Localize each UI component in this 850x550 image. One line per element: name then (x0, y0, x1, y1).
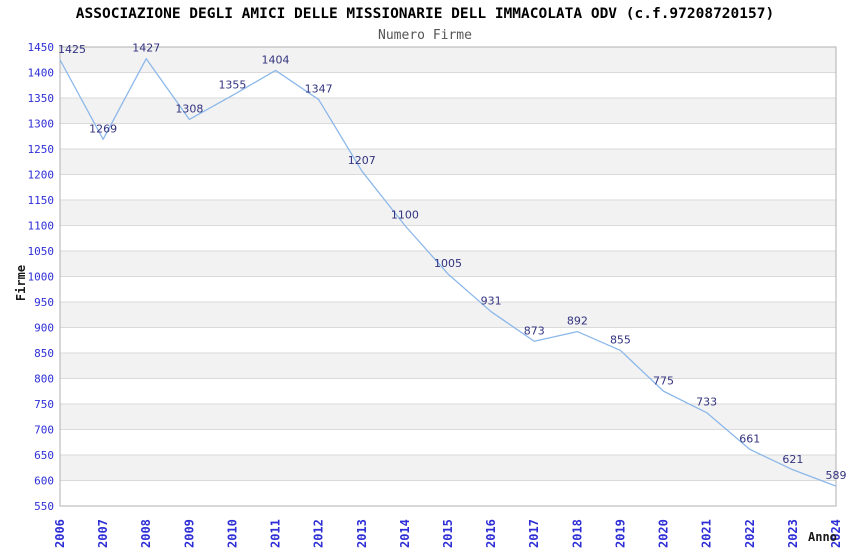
data-label: 855 (610, 333, 631, 346)
x-tick-label: 2023 (786, 519, 800, 548)
data-label: 589 (826, 469, 847, 482)
data-label: 931 (481, 295, 502, 308)
y-tick-label: 750 (34, 398, 54, 411)
y-tick-label: 850 (34, 347, 54, 360)
plot-band (60, 276, 836, 302)
y-tick-label: 1450 (28, 41, 55, 54)
plot-band (60, 455, 836, 481)
data-label: 1269 (89, 122, 117, 135)
x-tick-label: 2017 (527, 519, 541, 548)
plot-band (60, 174, 836, 200)
y-tick-label: 1000 (28, 271, 55, 284)
plot-band (60, 353, 836, 379)
y-tick-label: 700 (34, 424, 54, 437)
x-tick-label: 2007 (96, 519, 110, 548)
data-label: 1347 (305, 83, 333, 96)
plot-band (60, 149, 836, 175)
x-tick-label: 2009 (182, 519, 196, 548)
y-tick-label: 1050 (28, 245, 55, 258)
y-tick-label: 1350 (28, 92, 55, 105)
x-tick-label: 2024 (829, 519, 843, 548)
y-tick-label: 650 (34, 449, 54, 462)
data-label: 873 (524, 324, 545, 337)
data-label: 621 (782, 453, 803, 466)
data-label: 1005 (434, 257, 462, 270)
plot-band (60, 72, 836, 98)
firme-line-series (59, 58, 837, 487)
plot-band (60, 225, 836, 251)
y-tick-label: 900 (34, 322, 54, 335)
y-tick-label: 1150 (28, 194, 55, 207)
plot-band (60, 123, 836, 149)
x-tick-label: 2016 (484, 519, 498, 548)
y-tick-label: 800 (34, 373, 54, 386)
data-label: 1427 (132, 42, 160, 55)
plot-band (60, 200, 836, 226)
chart-subtitle: Numero Firme (378, 28, 472, 43)
y-axis-title: Firme (14, 265, 28, 301)
data-label: 1100 (391, 209, 419, 222)
x-axis-title: Anno (808, 530, 837, 544)
plot-band (60, 480, 836, 506)
x-tick-label: 2018 (570, 519, 584, 548)
y-tick-label: 1300 (28, 118, 55, 131)
y-tick-label: 1250 (28, 143, 55, 156)
y-tick-label: 1200 (28, 169, 55, 182)
x-tick-label: 2014 (398, 519, 412, 548)
x-tick-label: 2013 (355, 519, 369, 548)
x-tick-label: 2020 (657, 519, 671, 548)
plot-band (60, 47, 836, 73)
plot-band (60, 302, 836, 328)
x-tick-label: 2010 (225, 519, 239, 548)
x-tick-label: 2008 (139, 519, 153, 548)
plot-band (60, 404, 836, 430)
data-label: 892 (567, 315, 588, 328)
data-label: 661 (739, 432, 760, 445)
plot-band (60, 429, 836, 455)
x-tick-label: 2011 (269, 519, 283, 548)
y-tick-label: 1100 (28, 220, 55, 233)
x-tick-label: 2006 (53, 519, 67, 548)
y-tick-label: 550 (34, 500, 54, 513)
chart-title: ASSOCIAZIONE DEGLI AMICI DELLE MISSIONAR… (75, 6, 775, 22)
plot-band (60, 378, 836, 404)
data-label: 1404 (262, 53, 290, 66)
data-label: 733 (696, 396, 717, 409)
plot-band (60, 251, 836, 277)
data-label: 1207 (348, 154, 376, 167)
y-tick-label: 950 (34, 296, 54, 309)
y-tick-label: 1400 (28, 67, 55, 80)
data-label: 1425 (58, 43, 86, 56)
data-label: 1355 (218, 78, 246, 91)
x-tick-label: 2012 (312, 519, 326, 548)
x-tick-label: 2015 (441, 519, 455, 548)
x-tick-label: 2022 (743, 519, 757, 548)
plot-border (59, 46, 837, 507)
plot-band (60, 327, 836, 353)
data-label: 1308 (175, 102, 203, 115)
x-tick-label: 2021 (700, 519, 714, 548)
data-label: 775 (653, 374, 674, 387)
y-tick-label: 600 (34, 475, 54, 488)
x-tick-label: 2019 (613, 519, 627, 548)
